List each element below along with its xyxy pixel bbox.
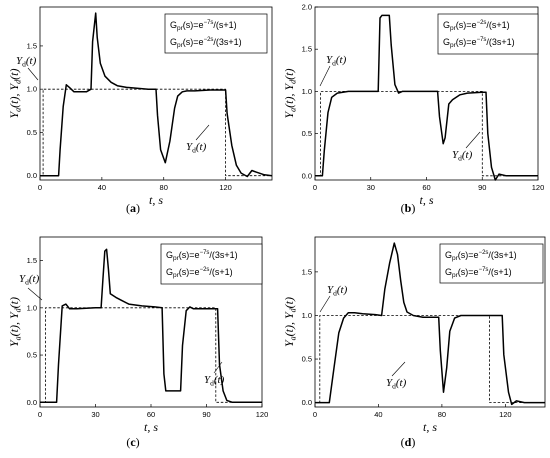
y-tick-label: 0.0 bbox=[27, 171, 37, 180]
y-tick-label: 1.0 bbox=[27, 303, 37, 312]
x-tick-label: 0 bbox=[313, 410, 317, 419]
series-line-setpoint bbox=[40, 307, 262, 403]
y-axis-label: Ya(t), Yd(t) bbox=[7, 68, 23, 118]
x-tick-label: 120 bbox=[532, 183, 545, 192]
x-axis-label: t, s bbox=[149, 193, 163, 207]
series-line-setpoint bbox=[315, 91, 538, 177]
y-tick-label: 1.0 bbox=[27, 85, 37, 94]
y-tick-label: 1.0 bbox=[302, 87, 312, 96]
y-tick-label: 0.0 bbox=[302, 171, 312, 180]
annotation-label: Yd(t) bbox=[327, 284, 348, 298]
annotation-label: Yd(t) bbox=[326, 54, 347, 68]
y-axis-label: Ya(t), Yd(t) bbox=[282, 68, 298, 118]
legend-entry: Gpr(s)=e−7s/(3s+1) bbox=[443, 37, 515, 49]
legend-box bbox=[160, 243, 263, 285]
plot-frame bbox=[314, 236, 546, 408]
y-tick-label: 0.0 bbox=[302, 398, 312, 407]
x-tick-label: 90 bbox=[202, 410, 210, 419]
y-tick-label: 0.5 bbox=[27, 128, 37, 137]
plot-frame bbox=[39, 6, 273, 181]
x-tick-label: 30 bbox=[91, 410, 99, 419]
series-line-response bbox=[315, 242, 545, 406]
panel-caption: (b) bbox=[401, 201, 416, 215]
annotation-leader bbox=[319, 65, 331, 87]
chart-panel-d: 0 40 80 120 0.0 0.5 1.0 1.5 Gpr(s)=e−2s/(3s+1) Gp… bbox=[282, 236, 546, 449]
legend-box bbox=[164, 13, 268, 54]
x-tick-label: 30 bbox=[367, 183, 375, 192]
annotation-leader bbox=[195, 124, 210, 141]
x-tick-label: 120 bbox=[219, 183, 232, 192]
annotation-label: Yd(t) bbox=[19, 273, 40, 287]
y-tick-label: 0.5 bbox=[302, 355, 312, 364]
legend-entry: Gpr(s)=e−2s/(s+1) bbox=[166, 267, 233, 279]
annotation-label: Yd(t) bbox=[204, 374, 225, 388]
y-tick-label: 1.5 bbox=[302, 267, 312, 276]
annotation-leader bbox=[27, 287, 43, 301]
x-tick-label: 80 bbox=[438, 410, 446, 419]
panel-caption: (d) bbox=[401, 435, 416, 449]
y-tick-label: 1.5 bbox=[302, 45, 312, 54]
legend-entry: Gpr(s)=e−2s/(3s+1) bbox=[445, 250, 517, 262]
annotation-label: Yd(t) bbox=[186, 141, 207, 155]
series-line-response bbox=[40, 248, 262, 404]
legend-entry: Gpr(s)=e−2s/(s+1) bbox=[443, 20, 510, 32]
annotation-leader bbox=[213, 361, 223, 374]
x-tick-label: 40 bbox=[98, 183, 106, 192]
series-line-setpoint bbox=[40, 88, 272, 177]
legend-entry: Gpr(s)=e−7s/(s+1) bbox=[170, 20, 237, 32]
chart-panel-a: 0 40 80 120 0.0 0.5 1.0 1.5 Gpr(s)=e−7s/(s+1) Gpr… bbox=[7, 6, 273, 215]
y-tick-label: 0.5 bbox=[302, 129, 312, 138]
x-tick-label: 0 bbox=[38, 183, 42, 192]
x-tick-label: 60 bbox=[147, 410, 155, 419]
annotation-leader bbox=[465, 131, 481, 149]
legend-entry: Gpr(s)=e−7s/(3s+1) bbox=[166, 250, 238, 262]
x-axis-label: t, s bbox=[423, 420, 437, 434]
y-tick-label: 2.0 bbox=[302, 3, 312, 12]
x-tick-label: 120 bbox=[256, 410, 269, 419]
series-line-setpoint bbox=[315, 315, 545, 403]
x-tick-label: 80 bbox=[160, 183, 168, 192]
panel-caption: (a) bbox=[126, 201, 140, 215]
panel-caption: (c) bbox=[126, 435, 139, 449]
annotation-label: Yd(t) bbox=[386, 377, 407, 391]
y-tick-label: 1.5 bbox=[27, 41, 37, 50]
x-tick-label: 40 bbox=[374, 410, 382, 419]
x-tick-label: 0 bbox=[38, 410, 42, 419]
y-tick-label: 1.5 bbox=[27, 256, 37, 265]
annotation-leader bbox=[27, 67, 39, 81]
legend-box bbox=[439, 243, 544, 284]
y-axis-label: Ya(t), Yd(t) bbox=[7, 297, 23, 347]
x-tick-label: 60 bbox=[422, 183, 430, 192]
y-tick-label: 1.0 bbox=[302, 311, 312, 320]
x-tick-label: 90 bbox=[478, 183, 486, 192]
series-line-response bbox=[40, 12, 273, 178]
y-tick-label: 0.0 bbox=[27, 398, 37, 407]
x-axis-label: t, s bbox=[144, 420, 158, 434]
x-axis-label: t, s bbox=[419, 193, 433, 207]
chart-panel-b: 0 30 60 90 120 0.0 0.5 1.0 1.5 2.0 Gpr(s)=e−2s/(s+… bbox=[282, 3, 544, 216]
legend-box bbox=[437, 13, 539, 55]
y-tick-label: 0.5 bbox=[27, 351, 37, 360]
chart-panel-c: 0 30 60 90 120 0.0 0.5 1.0 1.5 Gpr(s)=e−7s/(3s+1)… bbox=[7, 236, 269, 449]
legend-entry: Gpr(s)=e−2s/(3s+1) bbox=[170, 37, 242, 49]
x-tick-label: 120 bbox=[499, 410, 512, 419]
annotation-leader bbox=[319, 295, 331, 313]
legend-entry: Gpr(s)=e−7s/(s+1) bbox=[445, 267, 512, 279]
annotation-leader bbox=[391, 361, 406, 377]
annotation-label: Yd(t) bbox=[452, 149, 473, 163]
annotation-label: Yd(t) bbox=[16, 55, 37, 69]
y-axis-label: Ya(t), Yd(t) bbox=[282, 297, 298, 347]
x-tick-label: 0 bbox=[313, 183, 317, 192]
